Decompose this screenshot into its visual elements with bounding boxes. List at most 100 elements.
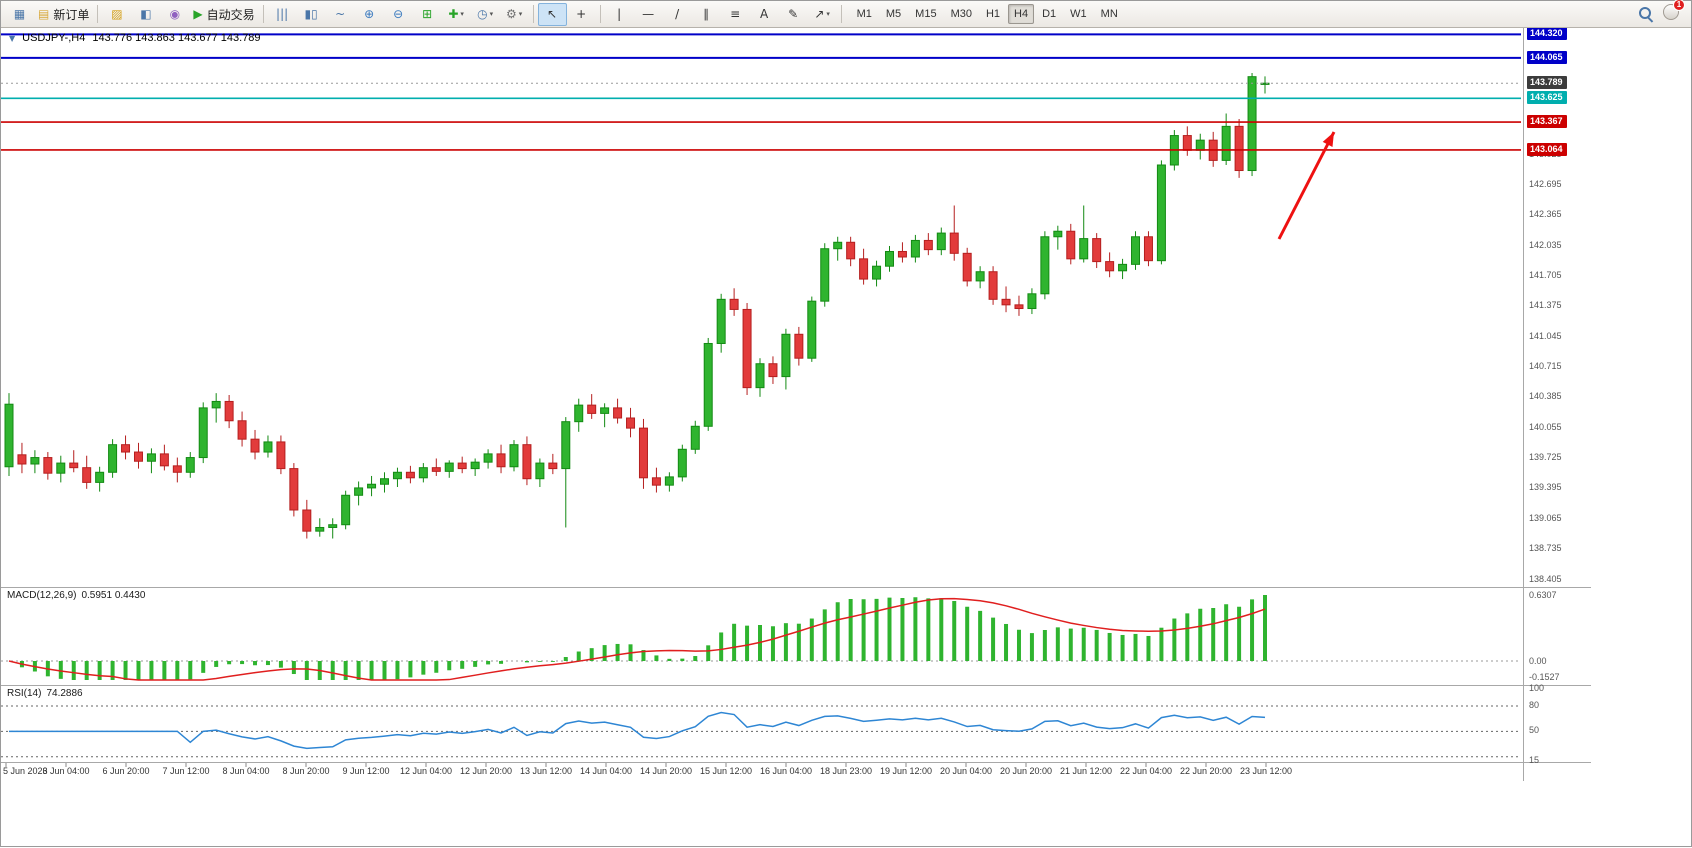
fibonacci-icon-glyph: ≡ xyxy=(730,7,741,21)
support-icon[interactable]: ◉ xyxy=(160,3,189,26)
candlestick-chart-icon[interactable]: ▮▯ xyxy=(297,3,326,26)
new-chart-icon-dropdown[interactable]: ▾ xyxy=(460,11,464,18)
cursor-icon-glyph: ↖ xyxy=(547,7,558,21)
price-tick: 140.055 xyxy=(1529,421,1562,432)
time-label: 23 Jun 12:00 xyxy=(1239,766,1293,776)
timeframe-d1-button[interactable]: D1 xyxy=(1042,8,1057,20)
timeframe-m1-button[interactable]: M1 xyxy=(856,8,872,20)
new-order-button[interactable]: ▤ 新订单 xyxy=(34,3,93,26)
toolbar-right: 1 xyxy=(1639,0,1687,25)
timeframe-m30-button[interactable]: M30 xyxy=(950,8,972,20)
tile-windows-icon-glyph: ⊞ xyxy=(422,7,433,21)
time-label: 12 Jun 20:00 xyxy=(459,766,513,776)
timeframe-mn-button[interactable]: MN xyxy=(1100,8,1118,20)
macd-name: MACD(12,26,9) xyxy=(7,590,77,601)
time-label: 6 Jun 04:00 xyxy=(42,766,90,776)
timeframe-m15-button[interactable]: M15 xyxy=(915,8,937,20)
price-axis[interactable]: 143.025142.695142.365142.035141.705141.3… xyxy=(1525,1,1605,846)
timeframe-w1-button[interactable]: W1 xyxy=(1070,8,1087,20)
notification-badge: 1 xyxy=(1673,0,1685,11)
auto-trading-glyph: ▶ xyxy=(193,7,203,21)
vertical-line-icon-glyph: | xyxy=(617,7,622,21)
arrows-icon-glyph: ↗ xyxy=(814,7,825,21)
text-icon[interactable]: A xyxy=(750,3,779,26)
templates-icon[interactable]: ⚙ ▾ xyxy=(500,3,529,26)
line-chart-icon[interactable]: ~ xyxy=(326,3,355,26)
crosshair-icon-glyph: + xyxy=(576,7,587,21)
price-tick: 142.365 xyxy=(1529,209,1562,220)
time-label: 15 Jun 12:00 xyxy=(699,766,753,776)
arrows-icon[interactable]: ↗ ▾ xyxy=(808,3,837,26)
price-tick: 141.705 xyxy=(1529,269,1562,280)
templates-icon-dropdown[interactable]: ▾ xyxy=(518,11,523,18)
time-label: 14 Jun 04:00 xyxy=(579,766,633,776)
templates-icon-glyph: ⚙ xyxy=(505,7,517,21)
price-tick: 138.405 xyxy=(1529,573,1562,584)
zoom-out-icon[interactable]: ⊖ xyxy=(384,3,413,26)
toolbar-separator xyxy=(262,5,264,23)
macd-axis-label: -0.1527 xyxy=(1529,671,1560,682)
periods-icon[interactable]: ◷ ▾ xyxy=(471,3,500,26)
candlestick-chart-icon-glyph: ▮▯ xyxy=(304,7,318,21)
rsi-current-value: 74.2886 xyxy=(46,688,83,699)
crosshair-icon[interactable]: + xyxy=(567,3,596,26)
zoom-in-icon[interactable]: ⊕ xyxy=(355,3,384,26)
price-tick: 139.065 xyxy=(1529,512,1562,523)
timeframe-m5-button[interactable]: M5 xyxy=(885,8,902,20)
toolbar-separator xyxy=(840,5,842,23)
time-label: 7 Jun 12:00 xyxy=(162,766,210,776)
rsi-axis-label: 100 xyxy=(1529,683,1545,693)
charts-profile-icon-glyph: ▨ xyxy=(111,7,123,21)
time-label: 20 Jun 04:00 xyxy=(939,766,993,776)
ohlc-bars-chart-icon[interactable]: ||| xyxy=(268,3,297,26)
new-chart-icon[interactable]: ✚ ▾ xyxy=(442,3,471,26)
text-label-icon-glyph: ✎ xyxy=(788,7,799,21)
toolbar-separator xyxy=(532,5,534,23)
ohlc-values: 143.776 143.863 143.677 143.789 xyxy=(92,32,261,44)
timeframe-h4-button[interactable]: H4 xyxy=(1008,4,1035,24)
macd-current-values: 0.5951 0.4430 xyxy=(81,590,146,601)
price-badge: 143.367 xyxy=(1527,115,1567,129)
macd-axis-label: 0.00 xyxy=(1529,656,1547,666)
time-label: 18 Jun 23:00 xyxy=(819,766,873,776)
time-label: 8 Jun 20:00 xyxy=(282,766,330,776)
time-axis[interactable]: 5 Jun 2023 6 Jun 04:00 6 Jun 20:00 7 Jun 12… xyxy=(1,766,1523,780)
text-icon-glyph: A xyxy=(760,7,769,21)
horizontal-line-icon-glyph: — xyxy=(642,7,655,21)
price-badge: 143.625 xyxy=(1527,91,1567,105)
timeframe-h1-button[interactable]: H1 xyxy=(985,8,1001,20)
price-tick: 141.375 xyxy=(1529,300,1562,311)
fibonacci-icon[interactable]: ≡ xyxy=(721,3,750,26)
trendline-icon[interactable]: / xyxy=(663,3,692,26)
price-badge: 143.064 xyxy=(1527,142,1567,156)
equidistant-channel-icon-glyph: ∥ xyxy=(703,7,710,21)
time-label: 12 Jun 04:00 xyxy=(399,766,453,776)
one-click-trading-toggle[interactable]: ▼ xyxy=(9,33,16,43)
price-tick: 141.045 xyxy=(1529,330,1562,341)
periods-icon-dropdown[interactable]: ▾ xyxy=(489,11,494,18)
price-badge: 144.320 xyxy=(1527,27,1567,41)
tile-windows-icon[interactable]: ⊞ xyxy=(413,3,442,26)
arrows-icon-dropdown[interactable]: ▾ xyxy=(826,11,830,18)
price-tick: 139.395 xyxy=(1529,482,1562,493)
data-window-icon[interactable]: ◧ xyxy=(131,3,160,26)
rsi-axis-label: 15 xyxy=(1529,755,1540,765)
charts-profile-icon[interactable]: ▨ xyxy=(102,3,131,26)
auto-trading-button[interactable]: ▶ 自动交易 xyxy=(189,3,258,26)
chart-window-icon[interactable]: ▦ xyxy=(5,3,34,26)
alerts-button[interactable]: 1 xyxy=(1663,0,1685,25)
cursor-icon[interactable]: ↖ xyxy=(537,2,567,26)
price-tick: 142.695 xyxy=(1529,178,1562,189)
equidistant-channel-icon[interactable]: ∥ xyxy=(692,3,721,26)
search-icon[interactable] xyxy=(1639,7,1653,21)
vertical-line-icon[interactable]: | xyxy=(605,3,634,26)
horizontal-line-icon[interactable]: — xyxy=(634,3,663,26)
toolbar-separator xyxy=(97,5,99,23)
time-label: 14 Jun 20:00 xyxy=(639,766,693,776)
support-icon-glyph: ◉ xyxy=(169,7,181,21)
time-label: 9 Jun 12:00 xyxy=(342,766,390,776)
price-tick: 139.725 xyxy=(1529,452,1562,463)
text-label-icon[interactable]: ✎ xyxy=(779,3,808,26)
